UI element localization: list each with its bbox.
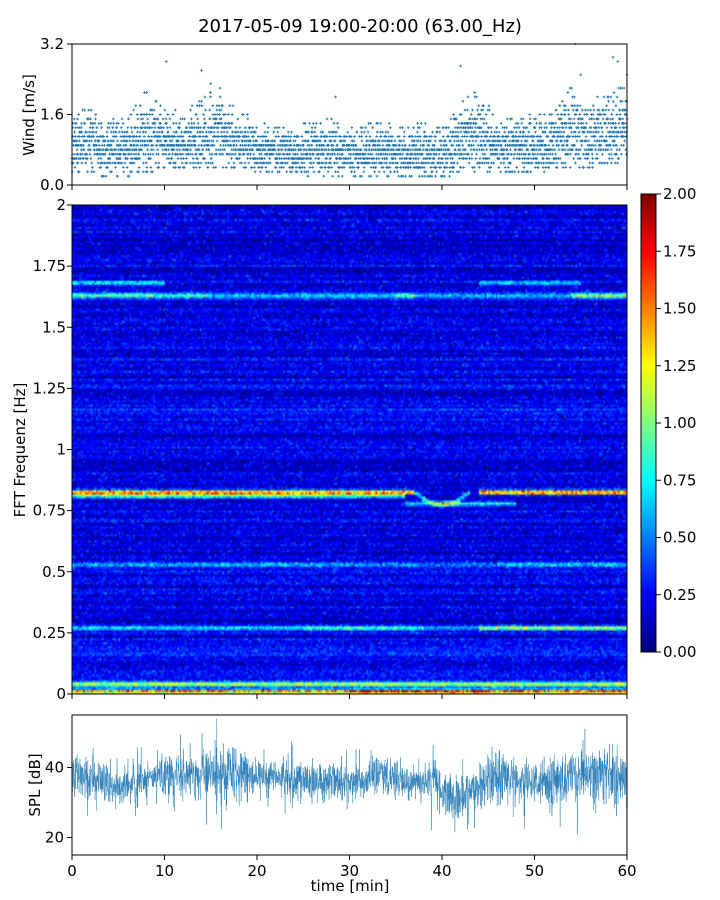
spectrogram-ytick-label: 0.75: [33, 502, 66, 520]
spectrogram-panel: 0 0.25 0.5 0.75 1 1.25 1.5 1.75 2 FFT Frequenz […: [11, 196, 628, 703]
wind-y-axis-label: Wind [m/s]: [20, 74, 38, 156]
spectrogram-ytick-label: 1.25: [33, 379, 66, 397]
colorbar-tick-label: 0.00: [663, 643, 696, 661]
spl-ytick-label: 40: [45, 759, 64, 777]
spl-xtick-label: 40: [432, 862, 451, 880]
wind-y-ticks: 0.0 1.6 3.2: [40, 35, 72, 194]
wind-panel: 0.0 1.6 3.2 Wind [m/s]: [20, 35, 629, 194]
spl-xtick-label: 50: [525, 862, 544, 880]
wind-points: [70, 42, 629, 178]
wind-ytick-label: 0.0: [40, 176, 64, 194]
spl-x-axis-label: time [min]: [311, 877, 390, 895]
spl-xtick-label: 30: [340, 862, 359, 880]
colorbar-tick-label: 1.00: [663, 414, 696, 432]
colorbar-tick-label: 2.00: [663, 185, 696, 203]
colorbar-tick-label: 1.75: [663, 242, 696, 260]
spectrogram-ytick-label: 0.5: [42, 563, 66, 581]
spectrogram-y-ticks: 0 0.25 0.5 0.75 1 1.25 1.5 1.75 2: [33, 196, 72, 703]
spectrogram-ytick-label: 0.25: [33, 624, 66, 642]
spectrogram-y-axis-label: FFT Frequenz [Hz]: [11, 383, 29, 518]
colorbar-tick-label: 0.50: [663, 529, 696, 547]
wind-ytick-label: 3.2: [40, 35, 64, 53]
colorbar-tick-label: 0.25: [663, 586, 696, 604]
spectrogram-heatmap: [72, 205, 627, 694]
spl-series-line: [71, 718, 628, 835]
spectrogram-ytick-label: 1.75: [33, 257, 66, 275]
figure-title: 2017-05-09 19:00-20:00 (63.00_Hz): [198, 16, 522, 37]
spl-y-axis-label: SPL [dB]: [26, 753, 44, 816]
spl-ytick-label: 20: [45, 829, 64, 847]
spectrogram-ytick-label: 2: [56, 196, 66, 214]
colorbar-tick-label: 0.75: [663, 471, 696, 489]
colorbar-tick-label: 1.50: [663, 300, 696, 318]
spectrogram-ytick-label: 0: [56, 685, 66, 703]
spl-xtick-label: 0: [67, 862, 77, 880]
colorbar: 0.00 0.25 0.50 0.75 1.00 1.25 1.50 1.75 2.00: [640, 185, 696, 661]
spectrogram-x-ticks: [71, 694, 628, 699]
spectrogram-ytick-label: 1: [56, 441, 66, 459]
spectrogram-ytick-label: 1.5: [42, 318, 66, 336]
colorbar-ticks: 0.00 0.25 0.50 0.75 1.00 1.25 1.50 1.75 2.00: [656, 185, 696, 661]
wind-data-points: [70, 42, 629, 178]
colorbar-gradient: [641, 194, 656, 652]
spl-x-ticks: 0 10 20 30 40 50 60: [67, 855, 637, 880]
wind-ytick-label: 1.6: [40, 106, 64, 124]
wind-x-ticks: [71, 185, 628, 190]
spl-xtick-label: 20: [247, 862, 266, 880]
spl-xtick-label: 10: [155, 862, 174, 880]
colorbar-tick-label: 1.25: [663, 357, 696, 375]
spl-xtick-label: 60: [617, 862, 636, 880]
